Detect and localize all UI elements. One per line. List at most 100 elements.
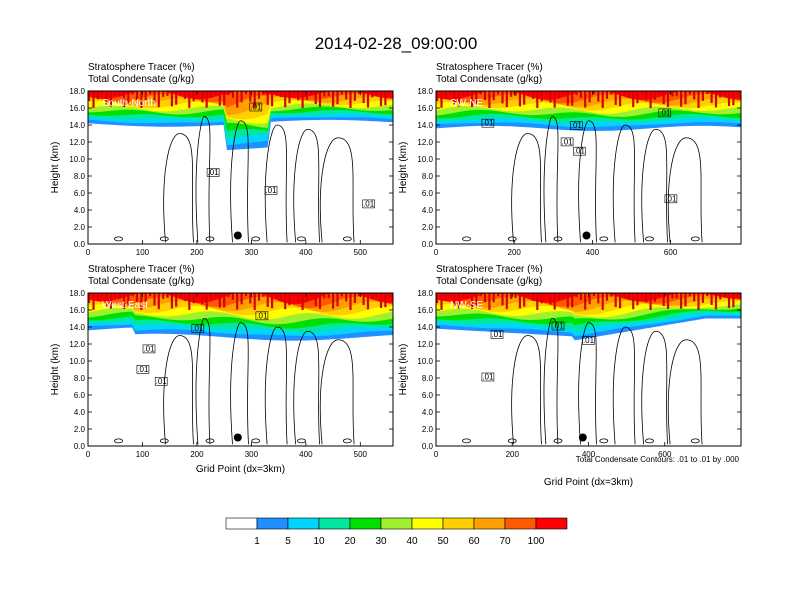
- tracer-spike: [384, 91, 387, 106]
- tracer-spike: [653, 91, 657, 100]
- tracer-spike: [571, 91, 574, 106]
- tracer-spike: [366, 91, 370, 108]
- x-tick-label: 300: [245, 248, 259, 257]
- colorbar-label: 40: [406, 536, 418, 547]
- tracer-spike: [619, 91, 622, 107]
- tracer-spike: [566, 91, 569, 106]
- contour-label-box: [255, 311, 269, 321]
- tracer-spike: [284, 293, 287, 310]
- panel-nw-se: .01 .01 .01 .01 0.0 2.0 4.0 6.0 8.0 10.0 12.0 14.0 1…: [398, 264, 742, 488]
- contour-label-text: .01: [552, 322, 564, 331]
- tracer-spike: [505, 293, 508, 310]
- contour-line: [667, 339, 703, 445]
- panel-title-line2: Total Condensate (g/kg): [436, 74, 542, 85]
- contour-line: [293, 128, 320, 243]
- tracer-spike: [466, 293, 469, 299]
- colorbar-swatch: [225, 517, 258, 530]
- tracer-spike: [262, 293, 265, 297]
- contour-cell: [114, 236, 123, 242]
- tracer-spike: [323, 91, 326, 97]
- contour-cell: [462, 438, 471, 444]
- contour-cell: [159, 236, 169, 242]
- y-tick-label: 8.0: [74, 172, 86, 181]
- tracer-spike: [736, 91, 739, 95]
- tracer-spike: [210, 293, 213, 300]
- tracer-spike: [518, 91, 521, 107]
- tracer-spike: [666, 91, 670, 107]
- tracer-spike: [310, 293, 313, 297]
- colorbar-label: 100: [528, 536, 545, 547]
- colorbar-label: 30: [375, 536, 387, 547]
- tracer-spike: [562, 91, 565, 96]
- contour-label-text: .01: [143, 344, 155, 353]
- tracer-spike: [192, 91, 195, 102]
- tracer-spike: [579, 91, 582, 98]
- contour-cell: [553, 236, 563, 242]
- tracer-spike: [518, 293, 521, 309]
- contour-label-box: [569, 121, 583, 130]
- tracer-spike: [693, 293, 696, 302]
- tracer-spike: [666, 293, 670, 309]
- tracer-spike: [196, 293, 200, 296]
- tracer-spike: [318, 91, 322, 107]
- tracer-spike: [470, 91, 474, 107]
- tracer-spike: [684, 91, 687, 105]
- tracer-spike: [453, 293, 456, 307]
- cross-section-label: SW-NE: [450, 98, 483, 109]
- tracer-spike: [544, 91, 548, 94]
- tracer-spike: [166, 293, 169, 298]
- tracer-spike: [384, 293, 387, 308]
- contour-cell: [205, 236, 215, 242]
- tracer-spike: [706, 293, 709, 297]
- tracer-spike: [632, 91, 635, 108]
- condensate-contours: [462, 318, 703, 445]
- tracer-spike: [157, 91, 160, 108]
- tracer-spike: [196, 91, 200, 94]
- tracer-spike: [531, 293, 535, 301]
- contour-cell: [297, 438, 306, 444]
- contour-label-text: .01: [137, 365, 149, 374]
- tracer-spike: [627, 293, 630, 300]
- tracer-spike: [483, 293, 487, 302]
- tracer-spike: [188, 293, 191, 310]
- tracer-spike: [601, 91, 604, 108]
- tracer-spike: [632, 293, 635, 310]
- contour-cell: [690, 438, 700, 444]
- contour-label-text: .01: [491, 330, 503, 339]
- tracer-spike: [592, 293, 596, 296]
- panel-west-east: .01 .01 .01 .01 .01 0.0 2.0 4.0 6.0 8.0 10.0 12.0 14…: [50, 264, 394, 475]
- colorbar-swatch: [380, 517, 413, 530]
- y-tick-label: 8.0: [74, 374, 86, 383]
- tracer-spike: [371, 293, 374, 300]
- tracer-spike: [680, 293, 683, 309]
- location-marker: [578, 433, 587, 442]
- colorbar-swatch: [318, 517, 351, 530]
- tracer-spike: [558, 91, 561, 98]
- x-tick-label: 500: [354, 450, 368, 459]
- contour-label-box: [206, 168, 220, 177]
- x-axis-label: Grid Point (dx=3km): [196, 464, 285, 475]
- tracer-spike: [179, 293, 182, 297]
- x-tick-label: 200: [506, 450, 520, 459]
- tracer-spike: [701, 91, 704, 101]
- tracer-spike: [636, 91, 639, 104]
- contour-line: [319, 339, 355, 445]
- tracer-spike: [575, 293, 578, 298]
- tracer-spike: [714, 293, 718, 310]
- tracer-spike: [210, 91, 213, 98]
- tracer-spike: [292, 293, 295, 297]
- y-tick-label: 10.0: [417, 155, 433, 164]
- tracer-spike: [597, 293, 600, 304]
- tracer-spike: [135, 91, 139, 100]
- contour-line: [543, 318, 559, 445]
- tracer-spike: [135, 293, 139, 302]
- tracer-spike: [153, 293, 156, 306]
- condensate-contours: [114, 116, 355, 243]
- y-tick-label: 16.0: [417, 104, 433, 113]
- tracer-spike: [257, 293, 261, 301]
- tracer-field: [436, 91, 741, 131]
- tracer-spike: [514, 293, 517, 298]
- y-tick-label: 8.0: [422, 374, 434, 383]
- tracer-spike: [183, 293, 187, 301]
- y-tick-label: 18.0: [417, 289, 433, 298]
